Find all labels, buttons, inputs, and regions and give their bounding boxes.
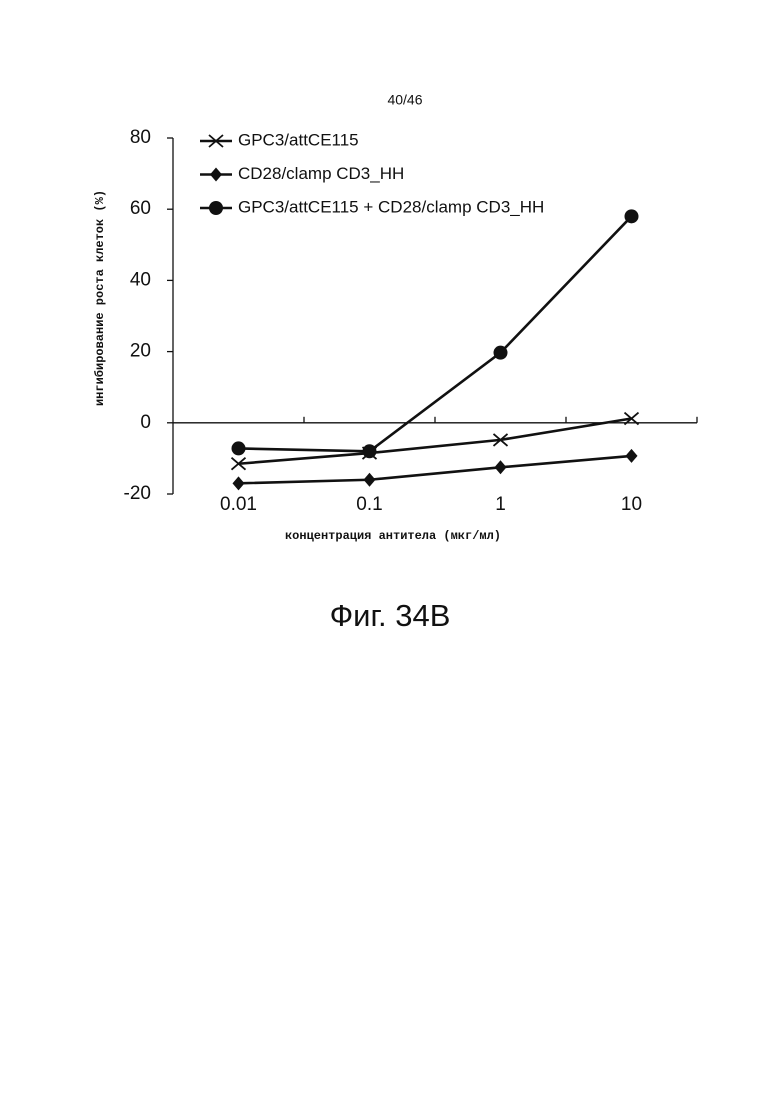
y-tick-label: 0	[140, 412, 151, 433]
marker-diamond	[495, 460, 507, 474]
legend-marker	[209, 201, 223, 215]
legend-label: GPC3/attCE115	[238, 130, 359, 149]
x-tick-label: 1	[495, 494, 506, 515]
legend-marker	[210, 168, 222, 182]
marker-diamond	[233, 476, 245, 490]
y-axis-label: ингибирование роста клеток (%)	[92, 190, 107, 406]
figure-caption: Фиг. 34B	[330, 598, 451, 633]
marker-circle	[625, 209, 639, 223]
marker-circle	[363, 444, 377, 458]
marker-diamond	[626, 449, 638, 463]
y-tick-label: 20	[130, 341, 151, 362]
x-tick-label: 10	[621, 494, 642, 515]
y-tick-label: 60	[130, 198, 151, 219]
page: {"page_number": "40/46", "caption": "Фиг…	[0, 0, 780, 1103]
legend-label: GPC3/attCE115 + CD28/clamp CD3_HH	[238, 197, 544, 216]
y-tick-label: -20	[124, 483, 151, 504]
marker-diamond	[364, 473, 376, 487]
marker-circle	[494, 346, 508, 360]
series-line	[239, 216, 632, 451]
page-canvas: 40/46 Фиг. 34B концентрация антитела (мк…	[0, 0, 780, 1103]
legend-label: CD28/clamp CD3_HH	[238, 164, 404, 183]
y-tick-label: 80	[130, 127, 151, 148]
marker-circle	[232, 441, 246, 455]
y-tick-label: 40	[130, 269, 151, 290]
x-axis-label: концентрация антитела (мкг/мл)	[285, 529, 501, 543]
x-tick-label: 0.01	[220, 494, 257, 515]
x-tick-label: 0.1	[356, 494, 382, 515]
page-number: 40/46	[387, 92, 422, 108]
series-line	[239, 419, 632, 464]
